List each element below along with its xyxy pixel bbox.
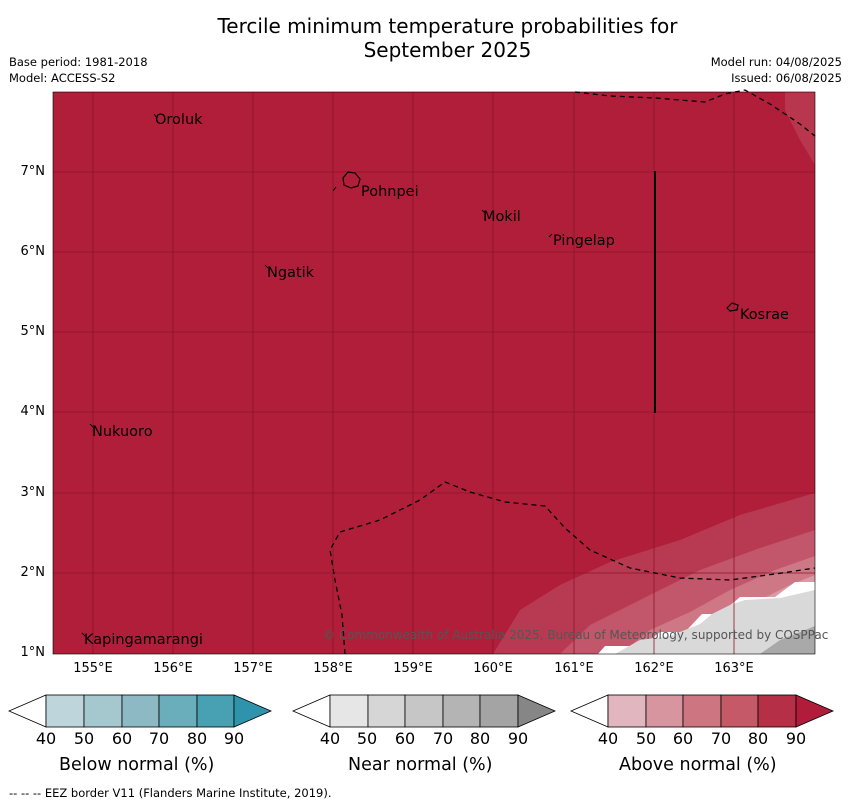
colorbar-above-swatch-3: [682, 694, 722, 728]
near-tick-40: 40: [319, 729, 341, 748]
place-pingelap: Pingelap: [553, 233, 615, 249]
meta-right: Model run: 04/08/2025 Issued: 06/08/2025: [711, 54, 842, 86]
colorbar-near-swatch-6: [517, 694, 557, 728]
lat-tick-6: 6°N: [20, 244, 46, 259]
lat-tick-1: 1°N: [20, 645, 46, 660]
colorbar-below-title: Below normal (%): [59, 755, 215, 775]
near-tick-50: 50: [356, 729, 378, 748]
place-ngatik: Ngatik: [267, 265, 315, 281]
colorbar-below-swatch-6: [233, 694, 273, 728]
above-tick-90: 90: [785, 729, 807, 748]
mokil-mark: [481, 209, 486, 214]
colorbar-above: [569, 694, 835, 728]
near-tick-80: 80: [469, 729, 491, 748]
eez-footnote: -- -- -- EEZ border V11 (Flanders Marine…: [9, 786, 332, 800]
lon-tick-163: 163°E: [714, 661, 754, 676]
colorbar-above-title: Above normal (%): [619, 755, 777, 775]
kosrae-island: [726, 302, 739, 312]
colorbar-near-swatch-1: [329, 694, 369, 728]
place-pohnpei: Pohnpei: [361, 184, 419, 200]
lat-tick-7: 7°N: [20, 164, 46, 179]
lon-tick-162: 162°E: [634, 661, 674, 676]
colorbar-near-title: Near normal (%): [348, 755, 493, 775]
colorbar-near-swatch-0: [291, 694, 331, 728]
nukuoro-mark: [89, 423, 94, 428]
above-tick-50: 50: [635, 729, 657, 748]
below-tick-90: 90: [223, 729, 245, 748]
colorbar-near-swatch-4: [442, 694, 481, 728]
below-tick-80: 80: [186, 729, 208, 748]
near-grey-2: [760, 626, 815, 654]
lon-tick-161: 161°E: [554, 661, 594, 676]
eez-border-north: [574, 89, 816, 137]
below-tick-60: 60: [111, 729, 133, 748]
copyright-notice: © Commonwealth of Australia 2025, Bureau…: [323, 628, 829, 642]
lat-tick-3: 3°N: [20, 485, 46, 500]
above-tick-40: 40: [597, 729, 619, 748]
colorbar-below-swatch-3: [121, 694, 160, 728]
above-tick-80: 80: [747, 729, 769, 748]
lon-tick-160: 160°E: [473, 661, 513, 676]
map-title: Tercile minimum temperature probabilitie…: [0, 14, 850, 62]
colorbar-near-swatch-5: [479, 694, 519, 728]
lon-tick-159: 159°E: [393, 661, 433, 676]
ant-atoll-mark: [332, 186, 337, 192]
base-period: Base period: 1981-2018: [9, 55, 148, 69]
lat-tick-5: 5°N: [20, 324, 46, 339]
lon-tick-155: 155°E: [73, 661, 113, 676]
below-tick-70: 70: [148, 729, 170, 748]
shade-ne-corner: [785, 92, 815, 165]
colorbar-above-swatch-6: [795, 694, 835, 728]
oroluk-mark: [153, 113, 157, 118]
lon-tick-157: 157°E: [233, 661, 273, 676]
meta-left: Base period: 1981-2018 Model: ACCESS-S2: [9, 54, 148, 86]
colorbar-above-swatch-5: [757, 694, 797, 728]
near-tick-60: 60: [394, 729, 416, 748]
colorbar-below: [7, 694, 273, 728]
ngatik-mark: [264, 264, 269, 269]
place-mokil: Mokil: [483, 209, 521, 225]
eez-border-south: [329, 481, 816, 655]
eez-borders: [329, 89, 816, 655]
model-name: Model: ACCESS-S2: [9, 71, 116, 85]
model-run: Model run: 04/08/2025: [710, 55, 842, 69]
colorbar-near-swatch-2: [367, 694, 406, 728]
place-oroluk: Oroluk: [155, 112, 203, 128]
pohnpei-island: [342, 171, 361, 189]
colorbar-above-swatch-4: [720, 694, 759, 728]
colorbar-below-swatch-4: [158, 694, 198, 728]
lon-tick-158: 158°E: [313, 661, 353, 676]
lat-tick-2: 2°N: [20, 565, 46, 580]
map-frame: [52, 91, 816, 655]
colorbar-above-swatch-0: [569, 694, 609, 728]
colorbar-below-swatch-1: [45, 694, 85, 728]
place-kosrae: Kosrae: [740, 307, 789, 323]
place-kapingamarangi: Kapingamarangi: [84, 632, 203, 648]
issued-date: Issued: 06/08/2025: [731, 71, 842, 85]
near-grey-1: [615, 590, 815, 654]
colorbar-below-swatch-5: [196, 694, 235, 728]
title-line-1: Tercile minimum temperature probabilitie…: [217, 14, 678, 38]
colorbar-above-swatch-2: [645, 694, 684, 728]
below-tick-40: 40: [35, 729, 57, 748]
above-tick-60: 60: [672, 729, 694, 748]
colorbar-below-swatch-2: [83, 694, 123, 728]
near-tick-70: 70: [432, 729, 454, 748]
place-nukuoro: Nukuoro: [92, 424, 153, 440]
lon-tick-156: 156°E: [153, 661, 193, 676]
title-line-2: September 2025: [363, 38, 532, 62]
near-tick-90: 90: [507, 729, 529, 748]
kapingamarangi-mark: [81, 632, 86, 637]
colorbar-near-swatch-3: [404, 694, 444, 728]
above-tick-70: 70: [710, 729, 732, 748]
colorbar-above-swatch-1: [607, 694, 647, 728]
below-tick-50: 50: [73, 729, 95, 748]
colorbar-below-swatch-0: [7, 694, 47, 728]
pingelap-mark: [548, 233, 553, 238]
lat-tick-4: 4°N: [20, 404, 46, 419]
colorbar-near: [291, 694, 557, 728]
atoll-marks: [81, 113, 553, 637]
